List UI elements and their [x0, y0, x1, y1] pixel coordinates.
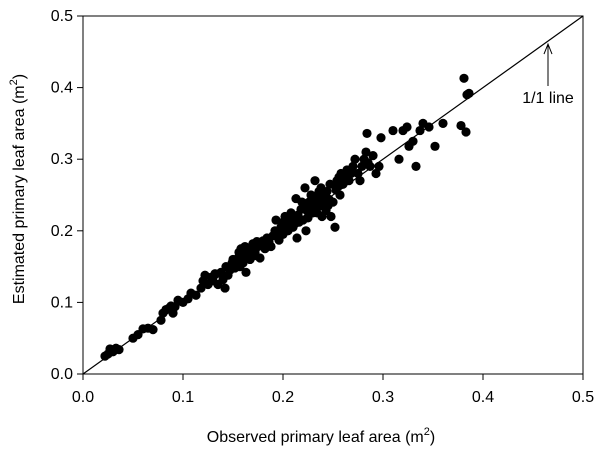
x-axis-title-group: Observed primary leaf area (m2)	[207, 426, 435, 446]
data-point	[335, 190, 345, 200]
data-point	[344, 176, 354, 186]
y-tick-label: 0.2	[51, 223, 73, 240]
data-point	[402, 122, 412, 132]
data-point	[330, 222, 340, 232]
data-point	[300, 183, 310, 193]
x-tick-label: 0.3	[372, 389, 394, 406]
y-axis-title-main: Estimated primary leaf area (m	[11, 85, 28, 304]
y-tick-label: 0.0	[51, 366, 73, 383]
data-point	[361, 147, 371, 157]
data-point	[241, 267, 251, 277]
data-point	[322, 186, 332, 197]
data-point	[355, 176, 365, 186]
plot-area: 0.0 0.1 0.2 0.3 0.4 0.5 0.0 0.1 0.2 0.3 0.4 0.5 1/1 …	[51, 8, 594, 406]
data-point	[368, 151, 378, 161]
x-axis-title-superscript: 2	[424, 426, 430, 438]
data-point	[350, 154, 360, 164]
one-to-one-line-label: 1/1 line	[522, 90, 574, 107]
x-tick-label: 0.2	[272, 389, 294, 406]
data-point	[255, 253, 265, 263]
data-point	[438, 118, 448, 128]
data-point	[326, 211, 336, 222]
plot-frame	[82, 15, 584, 375]
y-axis-title: Estimated primary leaf area (m2)	[8, 74, 28, 304]
data-point	[292, 233, 302, 243]
x-tick-label: 0.4	[472, 389, 494, 406]
x-tick-label: 0.5	[572, 389, 594, 406]
y-tick-label: 0.4	[51, 80, 73, 97]
data-point	[156, 315, 166, 325]
data-point	[148, 325, 158, 335]
data-point	[456, 120, 466, 131]
y-tick-label: 0.1	[51, 294, 73, 311]
data-point	[353, 168, 363, 179]
data-point	[348, 161, 358, 171]
data-point	[424, 122, 434, 132]
data-point	[238, 258, 248, 268]
data-point	[328, 197, 338, 207]
data-point	[464, 88, 474, 98]
data-point	[408, 136, 418, 146]
x-tick-label: 0.0	[72, 389, 94, 406]
data-point	[376, 133, 386, 143]
y-axis-title-superscript: 2	[8, 79, 20, 85]
y-axis-title-end: )	[11, 74, 28, 79]
data-point	[196, 283, 206, 293]
y-tick-label: 0.3	[51, 151, 73, 168]
data-point	[365, 161, 375, 171]
data-point	[411, 161, 421, 171]
data-point	[461, 127, 471, 137]
x-axis-title-end: )	[430, 429, 435, 446]
data-point	[266, 241, 276, 252]
data-point	[301, 226, 311, 236]
data-point	[114, 345, 124, 355]
data-point	[430, 141, 440, 151]
data-point	[371, 168, 381, 179]
data-point	[325, 179, 335, 189]
data-point	[362, 128, 372, 139]
data-point	[346, 168, 356, 179]
data-point	[459, 73, 469, 83]
x-axis-title-main: Observed primary leaf area (m	[207, 429, 424, 446]
data-point	[374, 161, 384, 171]
data-point	[394, 154, 404, 164]
annotation-arrow-head	[543, 42, 553, 55]
data-point	[220, 283, 230, 293]
y-axis-title-group: Estimated primary leaf area (m2)	[8, 74, 28, 304]
data-point	[415, 125, 425, 136]
data-point	[191, 290, 201, 300]
data-point	[388, 125, 398, 136]
y-tick-label: 0.5	[51, 8, 73, 25]
data-point	[271, 215, 281, 225]
data-point	[310, 176, 320, 186]
x-tick-label: 0.1	[172, 389, 194, 406]
x-axis-title: Observed primary leaf area (m2)	[207, 426, 435, 446]
